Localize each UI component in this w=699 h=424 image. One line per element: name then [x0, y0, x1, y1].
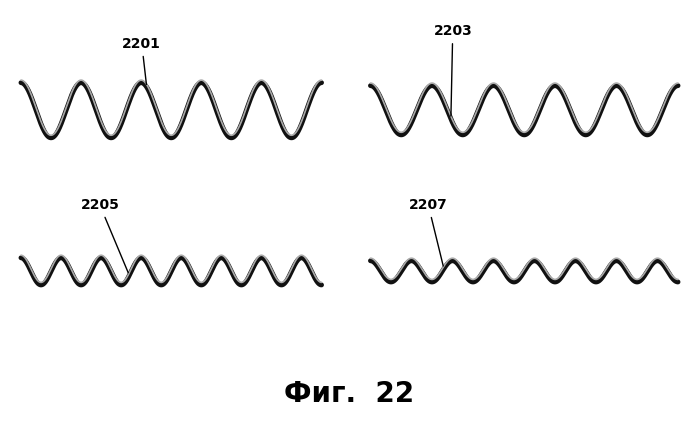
Text: 2201: 2201	[122, 37, 161, 84]
Text: 2207: 2207	[409, 198, 447, 266]
Text: Фиг.  22: Фиг. 22	[284, 380, 415, 408]
Text: 2205: 2205	[80, 198, 128, 273]
Text: 2203: 2203	[433, 24, 472, 116]
